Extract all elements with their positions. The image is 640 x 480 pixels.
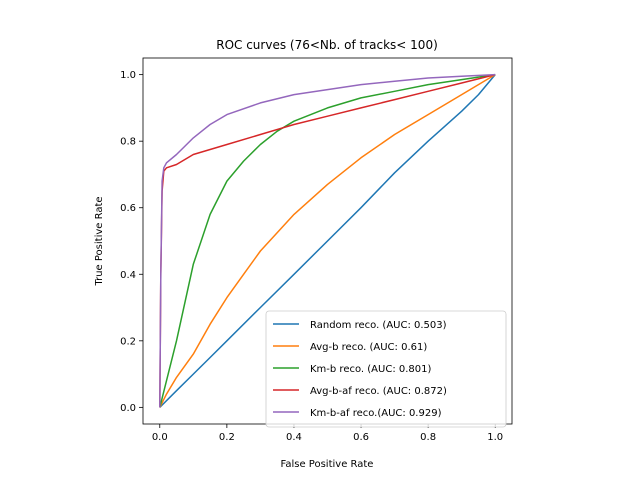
series-line-4: [159, 73, 496, 408]
legend-label-0: Random reco. (AUC: 0.503): [310, 320, 447, 331]
series-line-2: [159, 73, 496, 408]
x-tick-label-2: 0.4: [286, 432, 302, 443]
x-tick-label-3: 0.6: [353, 432, 369, 443]
legend-label-2: Km-b reco. (AUC: 0.801): [310, 364, 431, 375]
series-line-1: [159, 73, 496, 408]
plot-area: [159, 73, 496, 408]
x-tick-label-4: 0.8: [420, 432, 436, 443]
x-tick-label-1: 0.2: [219, 432, 235, 443]
legend-label-4: Km-b-af reco.(AUC: 0.929): [310, 408, 442, 419]
legend-label-1: Avg-b reco. (AUC: 0.61): [310, 342, 427, 353]
legend-box: [265, 310, 507, 428]
y-tick-label-5: 1.0: [120, 70, 136, 81]
y-tick-label-1: 0.2: [120, 336, 136, 347]
y-tick-label-4: 0.8: [120, 137, 136, 148]
x-axis-label: False Positive Rate: [281, 459, 374, 470]
y-tick-label-3: 0.6: [120, 203, 136, 214]
series-line-0: [159, 74, 496, 408]
legend-label-3: Avg-b-af reco. (AUC: 0.872): [310, 386, 447, 397]
x-tick-label-0: 0.0: [152, 432, 168, 443]
legend: Random reco. (AUC: 0.503) Avg-b reco. (AU…: [265, 310, 507, 428]
y-tick-label-2: 0.4: [120, 270, 136, 281]
y-tick-label-0: 0.0: [120, 403, 136, 414]
y-axis-label: True Positive Rate: [94, 196, 105, 286]
x-tick-label-5: 1.0: [487, 432, 503, 443]
chart-title: ROC curves (76<Nb. of tracks< 100): [216, 38, 438, 52]
